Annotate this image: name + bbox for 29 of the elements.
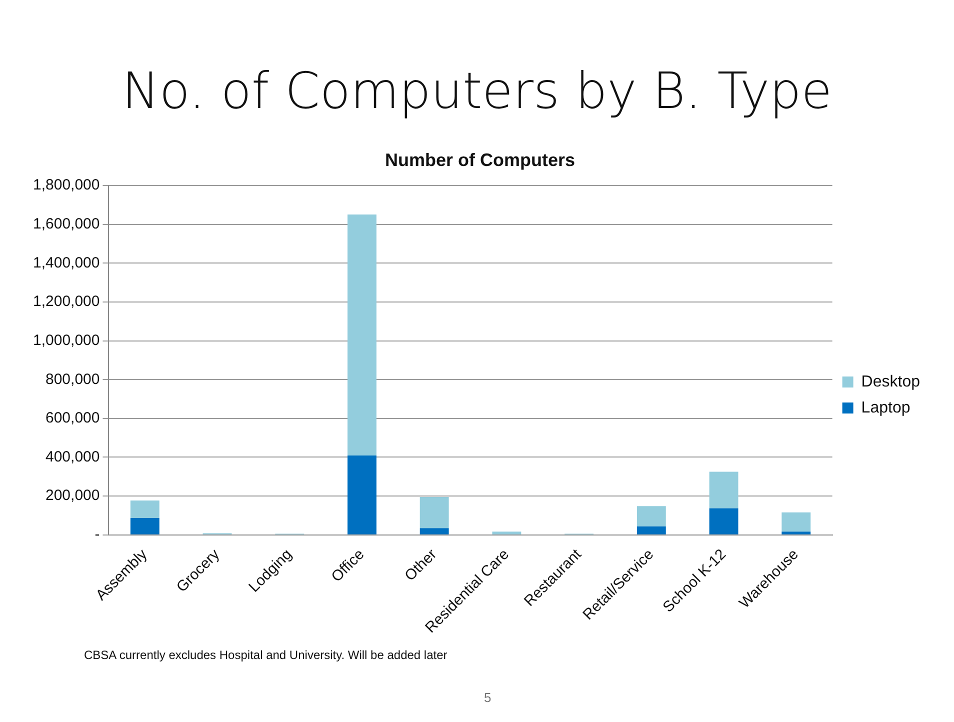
text: 5 bbox=[484, 690, 492, 705]
y-tick-label: 1,200,000 bbox=[32, 293, 100, 310]
bar bbox=[709, 508, 738, 534]
text: CBSA currently excludes Hospital and University. Will be added later bbox=[84, 648, 448, 662]
bar bbox=[348, 456, 376, 534]
y-tick-label: 1,000,000 bbox=[32, 332, 100, 349]
bar bbox=[130, 518, 160, 534]
y-tick-label: 1,600,000 bbox=[32, 216, 100, 233]
chart-subtitle: Number of Computers bbox=[384, 150, 576, 170]
y-tick-label: 200,000 bbox=[45, 487, 100, 504]
bar bbox=[636, 506, 666, 526]
bar bbox=[492, 532, 522, 534]
bar bbox=[420, 497, 449, 528]
bar bbox=[709, 472, 738, 508]
bar bbox=[782, 532, 811, 534]
legend-label: Laptop bbox=[861, 399, 910, 416]
bar bbox=[782, 512, 811, 532]
bar bbox=[420, 528, 449, 534]
legend-label: Desktop bbox=[861, 373, 920, 390]
y-tick-label: 400,000 bbox=[45, 448, 100, 466]
y-tick-label: 1,800,000 bbox=[32, 176, 100, 194]
bar bbox=[130, 500, 160, 518]
y-tick-label: 1,400,000 bbox=[32, 254, 100, 272]
y-tick-label: 800,000 bbox=[45, 370, 100, 388]
y-tick-label: 600,000 bbox=[45, 410, 100, 427]
bar bbox=[348, 214, 376, 456]
bar bbox=[636, 526, 666, 534]
chart-title: No. of Computers by B. Type bbox=[120, 62, 834, 120]
y-tick-label: - bbox=[94, 526, 100, 544]
